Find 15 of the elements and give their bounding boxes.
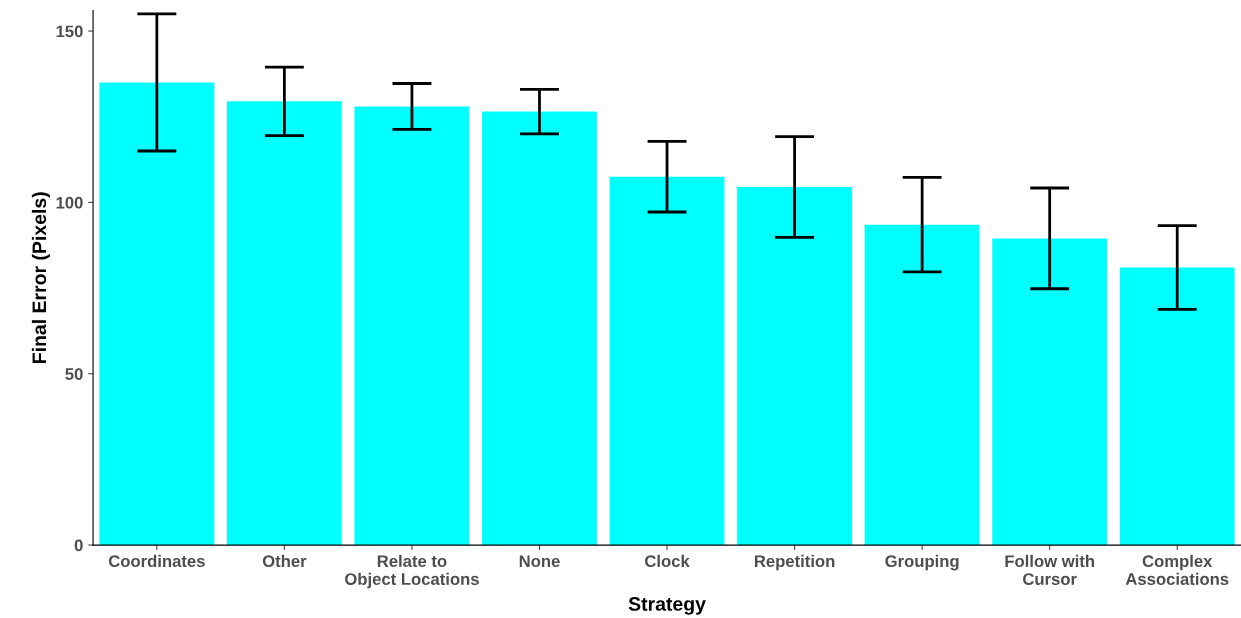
x-tick-label: Clock (645, 554, 690, 568)
y-tick-label: 100 (56, 196, 83, 209)
y-tick-label: 0 (74, 539, 83, 552)
y-tick-label: 50 (65, 368, 83, 380)
y-axis-title: Final Error (Pixels) (31, 192, 50, 363)
x-tick-label: Other (262, 554, 307, 568)
x-tick-label: Follow with Cursor (1005, 554, 1095, 585)
x-tick-label: Relate to Object Locations (345, 554, 479, 589)
x-tick-label: Grouping (885, 554, 959, 571)
y-tick-label: 150 (56, 25, 83, 38)
x-tick-label: Coordinates (108, 554, 205, 568)
x-axis-title: Strategy (628, 597, 706, 615)
x-tick-label: None (519, 555, 560, 568)
x-tick-label: Repetition (754, 554, 835, 571)
x-tick-label: Complex Associations (1125, 554, 1229, 585)
